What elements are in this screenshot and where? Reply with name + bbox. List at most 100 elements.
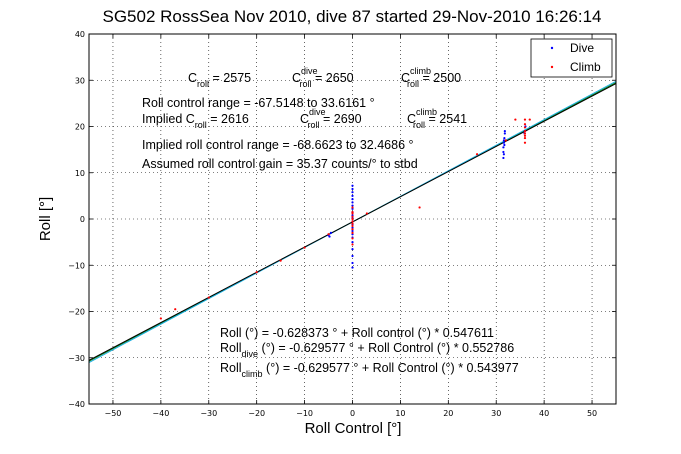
- c-roll-annotation: Croll = 2575: [188, 71, 251, 89]
- grid: [89, 33, 616, 405]
- y-tick-label: −40: [68, 400, 85, 409]
- climb-point: [174, 308, 177, 311]
- c-roll-climb-annotation: Cclimb roll = 2500: [401, 66, 461, 89]
- climb-point: [351, 215, 354, 218]
- legend-dive-label: Dive: [570, 41, 594, 55]
- y-axis-label: Roll [°]: [37, 197, 54, 241]
- x-tick-label: −10: [296, 409, 313, 418]
- climb-point: [351, 220, 354, 223]
- climb-point: [351, 224, 354, 228]
- x-tick-label: −50: [105, 409, 122, 418]
- climb-point: [523, 136, 527, 140]
- fit-dive-equation: Rolldive (°) = -0.629577 ° + Roll Contro…: [220, 341, 514, 359]
- x-tick-label: 10: [395, 409, 405, 418]
- x-tick-label: −40: [152, 409, 169, 418]
- legend-climb-marker: [550, 65, 554, 69]
- x-axis-label: Roll Control [°]: [305, 420, 402, 437]
- climb-point: [523, 141, 527, 144]
- dive-point: [502, 139, 505, 142]
- dive-point: [502, 141, 505, 144]
- dive-point: [503, 136, 506, 140]
- annotations: Croll = 2575 Cdive roll = 2650 Cclimb roll…: [142, 66, 519, 379]
- climb-point: [351, 228, 354, 231]
- dive-point: [351, 198, 354, 201]
- roll-control-gain: Assumed roll control gain = 35.37 counts…: [142, 157, 418, 171]
- climb-point: [365, 212, 368, 215]
- dive-point: [502, 153, 505, 156]
- x-tick-label: 20: [443, 409, 453, 418]
- dive-point: [328, 235, 331, 238]
- legend: Dive Climb: [530, 38, 613, 78]
- dive-point: [502, 150, 505, 154]
- y-tick-label: −10: [68, 261, 85, 270]
- implied-c-roll-climb-annotation: Cclimb roll = 2541: [407, 107, 467, 130]
- climb-point: [351, 212, 354, 215]
- climb-point: [351, 222, 354, 225]
- dive-point: [351, 247, 354, 251]
- legend-box: [530, 38, 613, 78]
- dive-point: [503, 143, 506, 147]
- climb-point: [523, 126, 527, 129]
- climb-point: [159, 317, 162, 320]
- climb-point: [351, 237, 354, 240]
- dive-point: [502, 146, 505, 149]
- y-tick-label: 10: [75, 169, 85, 178]
- climb-point: [279, 259, 282, 262]
- dive-point: [351, 204, 354, 207]
- dive-point: [351, 201, 354, 204]
- fit-climb-equation: Rollclimb (°) = -0.629577 ° + Roll Contr…: [220, 361, 519, 379]
- y-tick-label: 40: [75, 30, 85, 39]
- dive-point: [351, 241, 354, 244]
- climb-point: [523, 123, 527, 126]
- implied-c-roll-annotation: Implied Croll = 2616: [142, 112, 249, 130]
- dive-point: [503, 130, 506, 133]
- roll-control-range: Roll control range = -67.5148 to 33.6161…: [142, 96, 375, 110]
- climb-point: [523, 132, 527, 135]
- climb-point: [303, 246, 306, 249]
- x-tick-label: 0: [350, 409, 355, 418]
- climb-point: [523, 118, 527, 121]
- legend-climb-label: Climb: [570, 60, 601, 74]
- implied-c-roll-dive-annotation: Cdive roll = 2690: [300, 107, 362, 130]
- x-tick-label: −20: [248, 409, 265, 418]
- climb-point: [523, 130, 527, 133]
- y-tick-label: −20: [68, 308, 85, 317]
- dive-point: [351, 187, 354, 191]
- x-tick-label: 30: [491, 409, 501, 418]
- x-tick-label: 50: [587, 409, 597, 418]
- climb-point: [351, 243, 354, 246]
- climb-point: [255, 271, 258, 274]
- legend-dive-marker: [550, 46, 554, 50]
- dive-point: [502, 156, 505, 160]
- climb-point: [351, 231, 354, 234]
- climb-point: [528, 118, 531, 121]
- climb-point: [514, 118, 517, 121]
- implied-roll-control-range: Implied roll control range = -68.6623 to…: [142, 138, 414, 152]
- dive-point: [351, 266, 354, 269]
- y-tick-label: 20: [75, 123, 85, 132]
- dive-point: [351, 194, 354, 197]
- x-tick-label: −30: [200, 409, 217, 418]
- dive-point: [351, 261, 354, 265]
- ticks: −50 −40 −30 −20 −10 0 10 20 30 40 50 −40 −30 −20 −10 0 1…: [68, 30, 616, 418]
- y-tick-label: 0: [80, 215, 85, 224]
- climb-point: [504, 139, 507, 142]
- dive-point: [503, 132, 506, 135]
- chart-title: SG502 RossSea Nov 2010, dive 87 started …: [103, 7, 602, 26]
- dive-point: [351, 229, 354, 233]
- climb-point: [327, 233, 330, 236]
- climb-point: [207, 296, 210, 299]
- dive-point: [351, 184, 354, 187]
- fit-all-equation: Roll (°) = -0.628373 ° + Roll control (°…: [220, 326, 494, 340]
- dive-point: [329, 231, 333, 234]
- climb-point: [351, 217, 354, 221]
- climb-point: [351, 206, 354, 209]
- climb-point: [418, 206, 421, 209]
- x-tick-label: 40: [539, 409, 549, 418]
- y-tick-label: 30: [75, 76, 85, 85]
- c-roll-dive-annotation: Cdive roll = 2650: [292, 66, 354, 89]
- y-tick-label: −30: [68, 354, 85, 363]
- climb-point: [475, 153, 479, 156]
- climb-point: [523, 134, 527, 137]
